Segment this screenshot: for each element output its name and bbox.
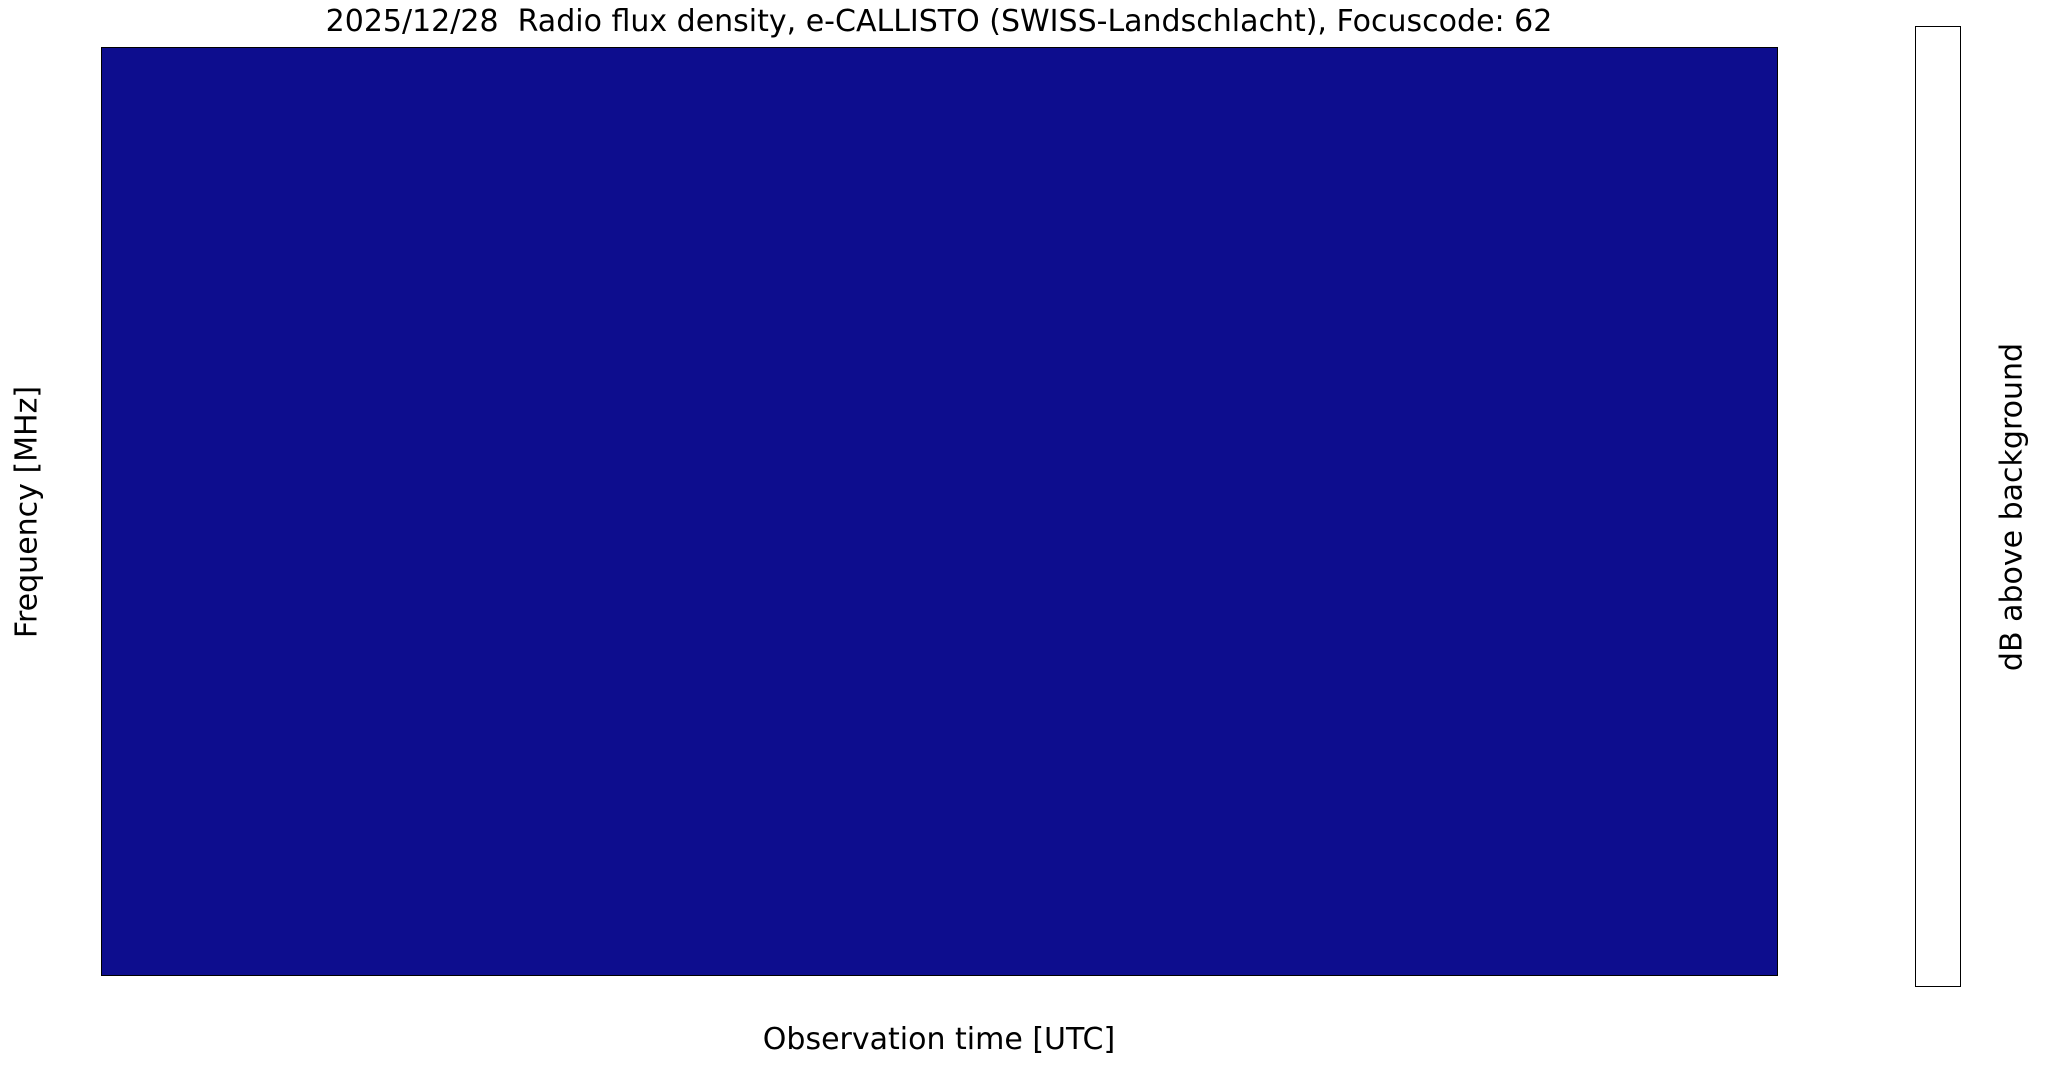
- x-axis-label: Observation time [UTC]: [762, 1022, 1116, 1057]
- colorbar: [1915, 26, 1961, 987]
- plot-area: [101, 47, 1778, 976]
- colorbar-label: dB above background: [1994, 342, 2030, 672]
- colorbar-gradient: [1916, 27, 1960, 986]
- chart-title: 2025/12/28 Radio flux density, e-CALLIST…: [325, 4, 1553, 39]
- y-axis-label: Frequency [MHz]: [9, 385, 45, 639]
- spectrogram-image: [102, 48, 1777, 975]
